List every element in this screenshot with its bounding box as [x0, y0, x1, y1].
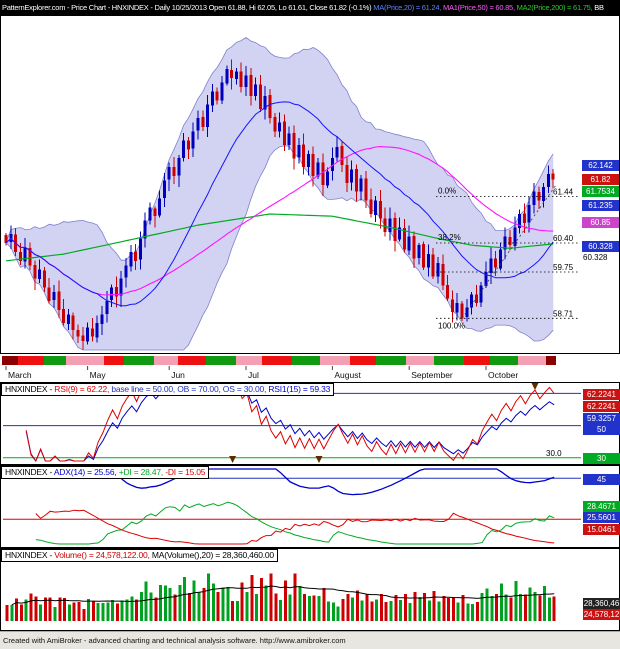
axis-value-box: 61.235 — [582, 200, 619, 212]
title-segment: +DI = 28.47, — [118, 467, 166, 477]
fib-value-label: 58.71 — [553, 309, 574, 318]
adx-canvas[interactable] — [1, 466, 619, 547]
axis-value-box: 62.2241 — [583, 401, 620, 413]
adx-panel: HNXINDEX - ADX(14) = 25.56, +DI = 28.47,… — [0, 465, 620, 548]
title-segment: MA1(Price,50) = 60.85, — [442, 3, 517, 12]
rsi-os-inline-label: 30.0 — [546, 449, 562, 458]
axis-value-box: 62.142 — [582, 159, 619, 171]
title-segment: HNXINDEX - — [5, 384, 55, 394]
axis-value-box: 28.4671 — [583, 500, 620, 512]
fib-value-label: 60.40 — [553, 234, 574, 243]
axis-value-box: 61.82 — [582, 174, 619, 186]
volume-panel: HNXINDEX - Volume() = 24,578,122.00, MA(… — [0, 548, 620, 631]
axis-value-box: 60.85 — [582, 217, 619, 229]
title-segment: MA2(Price,200) = 61.75, — [516, 3, 595, 12]
title-segment: Volume() = 24,578,122.00, — [54, 550, 152, 560]
price-chart-panel: 0.0% 61.44 38.2% 60.40 59.75 100.0% 58.71 March… — [0, 15, 620, 382]
price-chart-canvas[interactable]: 0.0% 61.44 38.2% 60.40 59.75 100.0% 58.71 March… — [0, 15, 620, 382]
title-segment: -DI = 15.05 — [165, 467, 206, 477]
axis-value-box: 50 — [583, 424, 620, 436]
title-segment: ADX(14) = 25.56, — [53, 467, 119, 477]
axis-value-box: 25.5601 — [583, 512, 620, 524]
fib-pct-label: 100.0% — [438, 321, 465, 330]
title-segment: RSI(9) = 62.22, — [54, 384, 112, 394]
axis-value-box: 28,360,46 — [583, 597, 620, 609]
title-segment: RSI1(15) = 59.33 — [268, 384, 331, 394]
volume-panel-title: HNXINDEX - Volume() = 24,578,122.00, MA(… — [1, 549, 278, 562]
fib-pct-label: 0.0% — [438, 187, 456, 196]
axis-value-box: 30 — [583, 453, 620, 465]
month-label: August — [334, 370, 361, 380]
title-segment: HNXINDEX - — [5, 550, 55, 560]
title-segment: PatternExplorer.com - Price Chart - HNXI… — [2, 3, 374, 12]
axis-value-box: 61.7534 — [582, 185, 619, 197]
status-bar: Created with AmiBroker - advanced charti… — [0, 631, 620, 649]
title-segment: MA(Price,20) = 61.24, — [373, 3, 443, 12]
month-label: Jun — [171, 370, 185, 380]
axis-value-box: 45 — [583, 473, 620, 485]
title-segment: BB — [594, 3, 604, 12]
rsi-panel-title: HNXINDEX - RSI(9) = 62.22, base line = 5… — [1, 383, 335, 396]
fib-value-label: 61.44 — [553, 188, 574, 197]
rsi-panel: 30.0 HNXINDEX - RSI(9) = 62.22, base lin… — [0, 382, 620, 465]
adx-panel-title: HNXINDEX - ADX(14) = 25.56, +DI = 28.47,… — [1, 466, 210, 479]
title-segment: base line = 50.00, OB = 70.00, OS = 30.0… — [111, 384, 269, 394]
axis-value-box: 62.2241 — [583, 388, 620, 400]
title-segment: HNXINDEX - — [5, 467, 54, 477]
axis-value-box: 15.0461 — [583, 523, 620, 535]
month-label: September — [411, 370, 453, 380]
fib-value-label: 59.75 — [553, 263, 574, 272]
axis-value-label: 60.328 — [583, 253, 608, 263]
axis-value-box: 60.328 — [582, 240, 619, 252]
chart-title-bar: PatternExplorer.com - Price Chart - HNXI… — [0, 0, 620, 15]
rsi-canvas[interactable]: 30.0 — [1, 383, 619, 464]
title-segment: MA(Volume(),20) = 28,360,460.00 — [151, 550, 274, 560]
axis-value-box: 24,578,12 — [583, 609, 620, 621]
month-label: May — [90, 370, 107, 380]
fib-pct-label: 38.2% — [438, 233, 461, 242]
month-label: March — [8, 370, 32, 380]
volume-canvas[interactable] — [1, 549, 619, 630]
month-label: October — [488, 370, 518, 380]
axis-value-box: 59.3257 — [583, 412, 620, 424]
month-label: Jul — [248, 370, 259, 380]
